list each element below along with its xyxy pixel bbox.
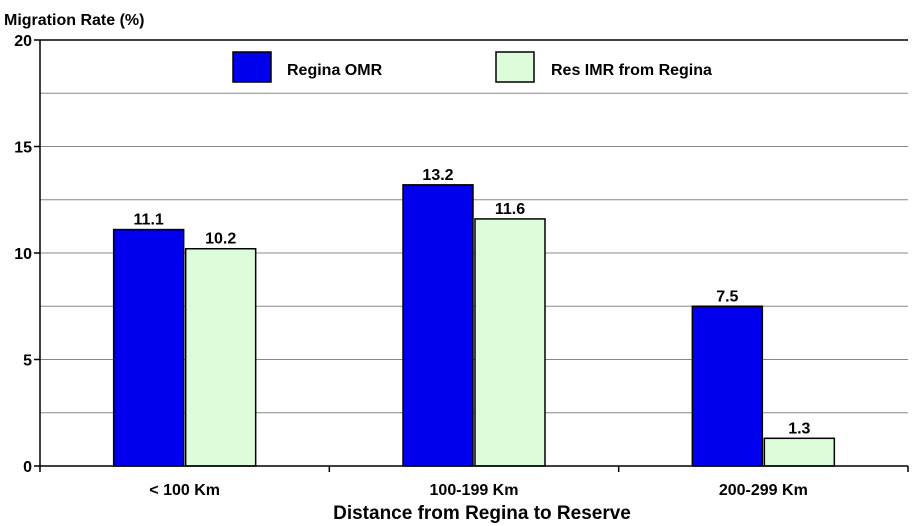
data-label-regina-omr-1: 11.1 [134, 212, 164, 229]
axes [39, 39, 908, 467]
bars [112, 184, 836, 467]
legend: Regina OMR Res IMR from Regina [232, 51, 712, 83]
y-tick-label: 10 [14, 246, 32, 263]
data-labels: 11.1 10.2 13.2 11.6 7.5 1.3 [134, 167, 811, 437]
legend-label-regina-omr: Regina OMR [287, 62, 383, 79]
y-tick-label: 0 [23, 459, 32, 476]
data-label-res-imr-from-regina-1: 10.2 [205, 231, 236, 248]
y-tick-label: 15 [14, 140, 32, 157]
legend-swatch-res-imr [495, 51, 535, 83]
bar-res-imr-from-regina-1 [184, 247, 257, 467]
bar-res-imr-from-regina-3 [763, 437, 836, 467]
bar-regina-omr-3 [691, 305, 764, 467]
x-tick-label: 200-299 Km [719, 482, 808, 499]
x-axis-label: Distance from Regina to Reserve [333, 503, 631, 524]
data-label-regina-omr-2: 13.2 [422, 167, 453, 184]
bar-res-imr-from-regina-2 [474, 218, 546, 467]
data-label-regina-omr-3: 7.5 [716, 288, 738, 305]
bar-regina-omr-1 [112, 228, 185, 467]
legend-swatch-regina-omr [232, 51, 272, 83]
y-tick-label: 5 [23, 353, 32, 370]
data-label-res-imr-from-regina-3: 1.3 [788, 420, 810, 437]
y-axis-ticks: 0 5 10 15 20 [14, 33, 40, 476]
legend-label-res-imr: Res IMR from Regina [551, 62, 712, 79]
x-tick-label: < 100 Km [149, 482, 220, 499]
x-tick-label: 100-199 Km [430, 482, 519, 499]
gridlines [40, 39, 908, 414]
y-axis-label: Migration Rate (%) [4, 12, 144, 29]
x-axis-ticks: < 100 Km 100-199 Km 200-299 Km [39, 466, 909, 499]
data-label-res-imr-from-regina-2: 11.6 [495, 201, 525, 218]
y-tick-label: 20 [14, 33, 32, 50]
bar-regina-omr-2 [402, 184, 474, 467]
